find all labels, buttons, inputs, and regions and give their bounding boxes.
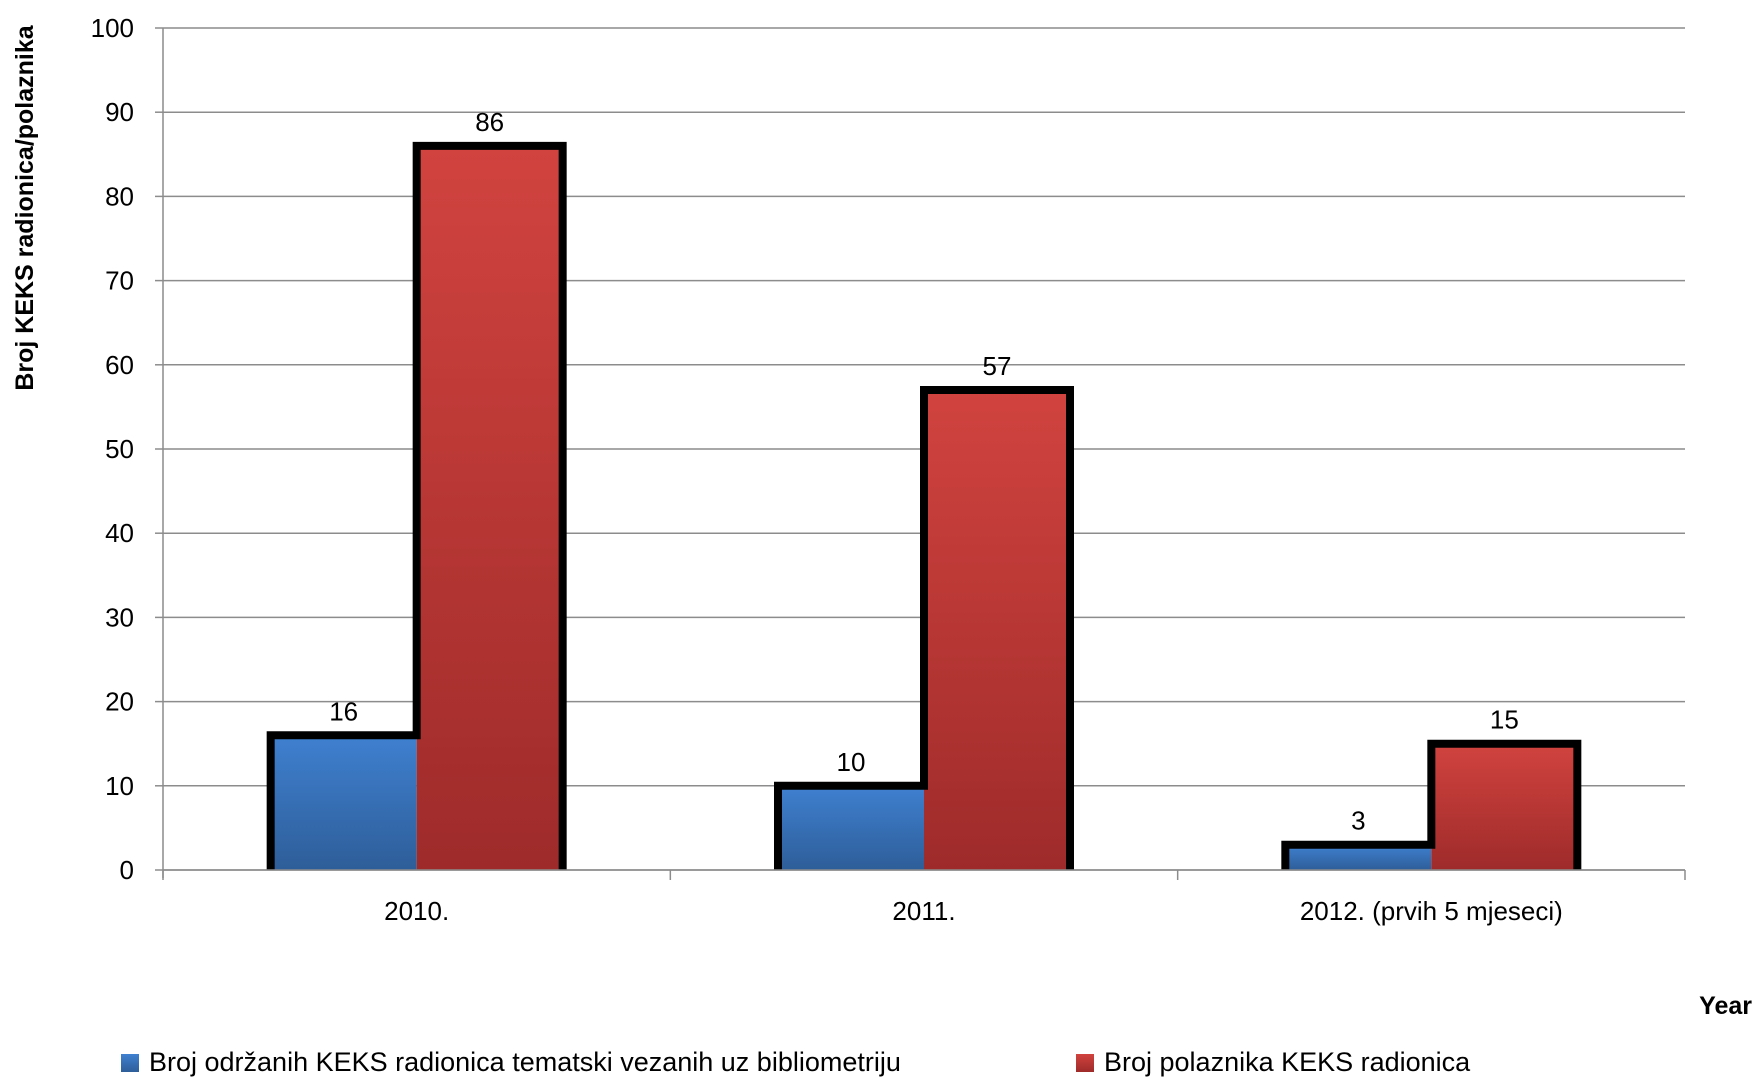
bar-group-outline	[1281, 739, 1582, 870]
y-tick-label: 40	[105, 518, 134, 548]
data-label: 15	[1490, 705, 1519, 735]
x-tick-label: 2011.	[892, 896, 955, 926]
x-axis: 2010. 2011. 2012. (prvih 5 mjeseci)	[162, 28, 1686, 926]
bar-series	[266, 141, 1582, 870]
y-tick-label: 30	[105, 602, 134, 632]
y-tick-label: 90	[105, 97, 134, 127]
attendees-bar	[1431, 743, 1578, 870]
y-tick-label: 10	[105, 771, 134, 801]
y-tick-label: 60	[105, 350, 134, 380]
data-label: 10	[837, 747, 866, 777]
data-label: 16	[329, 696, 358, 726]
y-tick-label: 100	[91, 13, 134, 43]
legend-label-attendees: Broj polaznika KEKS radionica	[1104, 1047, 1471, 1077]
legend-swatch-red	[1076, 1054, 1094, 1072]
y-tick-label: 50	[105, 434, 134, 464]
y-axis-ticks: 0 10 20 30 40 50 60 70 80 90 100	[91, 13, 163, 885]
workshops-bar	[270, 735, 417, 870]
data-label: 3	[1351, 806, 1365, 836]
x-axis-title: Year	[1699, 992, 1752, 1020]
workshops-bar	[1285, 844, 1432, 870]
data-label: 86	[475, 107, 504, 137]
data-label: 57	[983, 351, 1012, 381]
bar-group-outline	[774, 386, 1074, 870]
legend-label-workshops: Broj održanih KEKS radionica tematski ve…	[149, 1047, 901, 1077]
y-axis-title: Broj KEKS radionica/polaznika	[11, 24, 39, 390]
y-tick-label: 70	[105, 266, 134, 296]
y-tick-label: 20	[105, 687, 134, 717]
x-tick-label: 2012. (prvih 5 mjeseci)	[1300, 896, 1563, 926]
legend: Broj održanih KEKS radionica tematski ve…	[121, 1047, 1471, 1077]
y-tick-label: 0	[120, 855, 134, 885]
y-tick-label: 80	[105, 181, 134, 211]
workshops-bar	[778, 785, 924, 870]
data-labels: 16 86 10 57 3 15	[329, 107, 1519, 836]
bar-group-outline	[266, 141, 567, 870]
attendees-bar	[416, 145, 563, 870]
attendees-bar	[924, 390, 1070, 870]
legend-swatch-blue	[121, 1054, 139, 1072]
x-tick-label: 2010.	[384, 896, 449, 926]
